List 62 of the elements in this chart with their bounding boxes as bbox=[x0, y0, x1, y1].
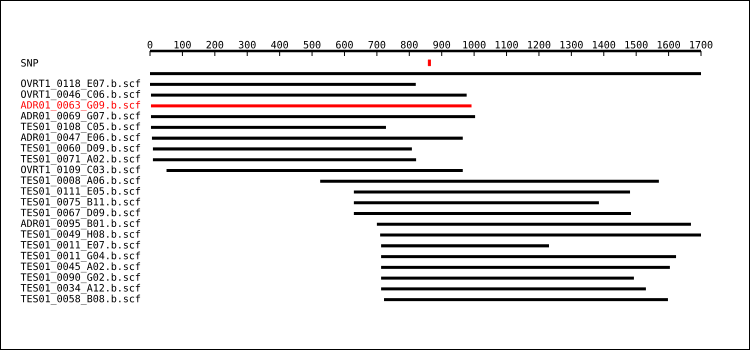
x-tick-label: 1700 bbox=[690, 40, 712, 48]
y-tick-label: TES01_0045_A02.b.scf bbox=[20, 262, 140, 272]
x-tick-label: 300 bbox=[238, 40, 256, 48]
x-tick-label: 1400 bbox=[592, 40, 616, 48]
bar bbox=[354, 201, 599, 204]
bar bbox=[150, 82, 416, 86]
x-tick-label: 600 bbox=[336, 40, 353, 48]
y-tick-label: TES01_0049_H08.b.scf bbox=[20, 230, 140, 240]
x-tick-label: 1300 bbox=[560, 40, 583, 48]
bar bbox=[384, 298, 668, 302]
x-tick-label: 900 bbox=[433, 40, 450, 48]
y-tick-label: TES01_0071_A02.b.scf bbox=[20, 154, 140, 165]
y-tick-label: OVRT1_0046_C06.b.scf bbox=[21, 90, 140, 100]
x-tick-label: 1600 bbox=[658, 40, 680, 48]
y-tick-label: TES01_0067_D09.b.scf bbox=[20, 208, 140, 218]
bar bbox=[152, 136, 463, 140]
bar bbox=[381, 255, 676, 258]
y-tick-label: ADR01_0069_G07.b.scf bbox=[20, 112, 140, 122]
x-tick-label: 400 bbox=[271, 40, 288, 48]
x-tick-label: 500 bbox=[304, 40, 320, 48]
y-tick-label: OVRT1_0118_E07.b.scf bbox=[21, 79, 140, 90]
y-tick-label: TES01_0011_E07.b.scf bbox=[20, 240, 140, 251]
x-tick-label: 800 bbox=[400, 40, 418, 48]
bar bbox=[152, 158, 416, 162]
y-tick-label: ADR01_0063_G09.b.scf bbox=[20, 100, 140, 111]
bar bbox=[150, 115, 476, 118]
bar bbox=[376, 222, 691, 226]
y-tick-label: TES01_0075_B11.b.scf bbox=[20, 198, 140, 208]
x-tick-label: 100 bbox=[174, 40, 191, 48]
bar bbox=[320, 180, 659, 183]
bar bbox=[166, 168, 463, 172]
y-tick-label: ADR01_0095_B01.b.scf bbox=[20, 219, 140, 230]
bar bbox=[354, 190, 630, 194]
y-tick-label: TES01_0058_B08.b.scf bbox=[20, 294, 140, 305]
x-tick-label: 1200 bbox=[528, 40, 550, 48]
bar bbox=[150, 126, 386, 129]
bar bbox=[152, 147, 412, 150]
x-tick-label: 700 bbox=[368, 40, 386, 48]
bar bbox=[150, 72, 702, 76]
y-tick-label: TES01_0090_G02.b.scf bbox=[20, 273, 140, 284]
x-tick-label: 200 bbox=[206, 40, 224, 48]
x-tick-label: 0 bbox=[148, 40, 152, 48]
y-tick-label: TES01_0111_E05.b.scf bbox=[20, 187, 140, 197]
bar bbox=[380, 234, 702, 237]
x-tick-label: 1500 bbox=[625, 40, 648, 48]
y-tick-label: ADR01_0047_E06.b.scf bbox=[20, 133, 140, 144]
y-tick-label: TES01_0108_C05.b.scf bbox=[20, 122, 140, 132]
y-tick-label: OVRT1_0109_C03.b.scf bbox=[21, 165, 140, 176]
bar bbox=[150, 94, 467, 97]
y-tick-label: TES01_0011_G04.b.scf bbox=[20, 252, 140, 262]
bar bbox=[381, 266, 670, 269]
bar bbox=[354, 212, 631, 216]
bar bbox=[381, 244, 549, 248]
bar bbox=[381, 276, 634, 280]
bar bbox=[150, 104, 472, 108]
x-tick-label: 1100 bbox=[496, 40, 518, 48]
y-tick-label: SNP bbox=[21, 59, 38, 67]
x-tick-label: 1000 bbox=[463, 40, 486, 48]
y-tick-label: TES01_0060_D09.b.scf bbox=[20, 144, 140, 154]
y-tick-label: TES01_0034_A12.b.scf bbox=[20, 284, 140, 294]
y-tick-label: TES01_0008_A06.b.scf bbox=[20, 176, 140, 186]
bar bbox=[381, 287, 646, 290]
